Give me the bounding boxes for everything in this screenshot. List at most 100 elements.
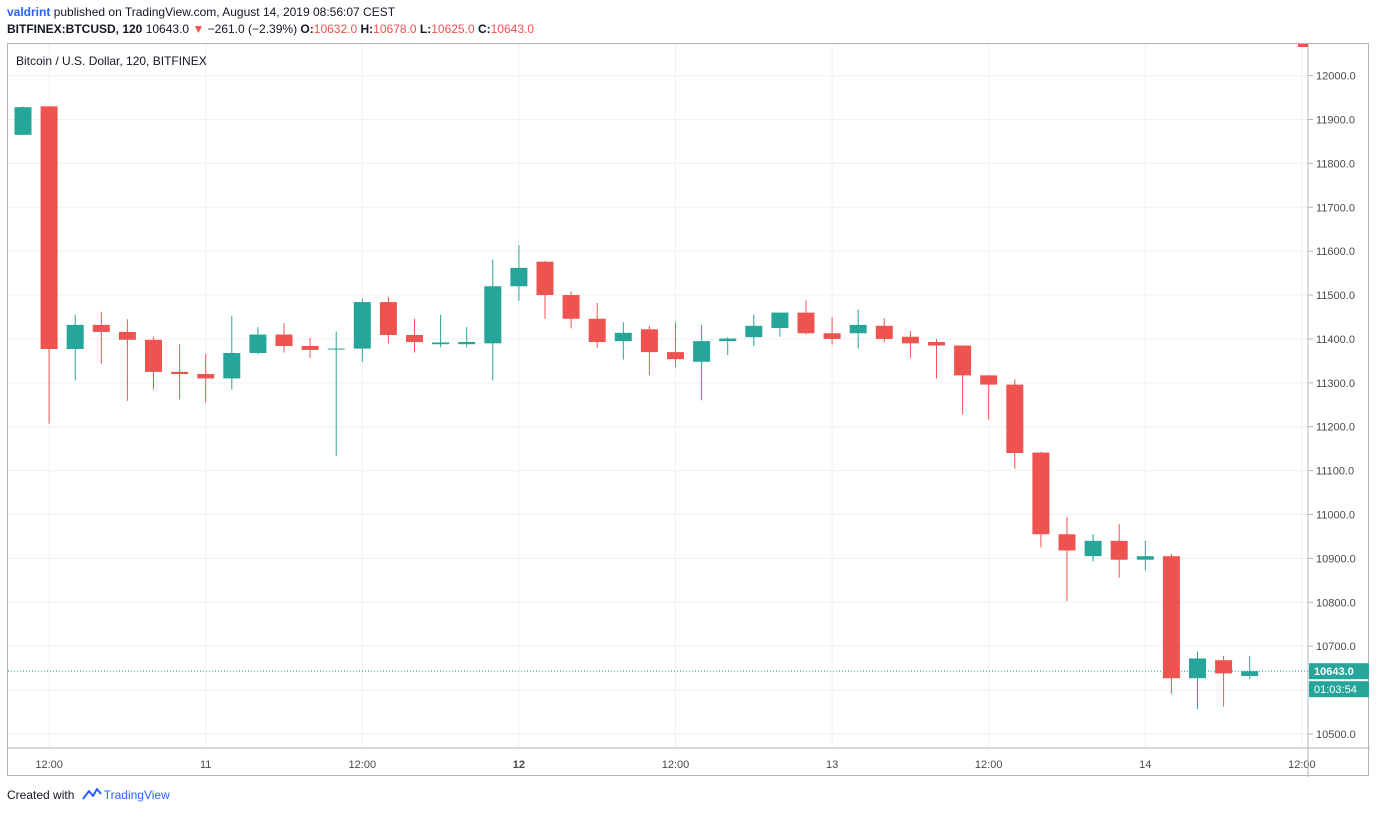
last-price-badge (1309, 663, 1369, 680)
y-tick-label: 11800.0 (1316, 158, 1355, 170)
candle[interactable] (484, 286, 502, 344)
y-tick-label: 10800.0 (1316, 597, 1356, 609)
high-value: 10678.0 (373, 22, 417, 36)
y-tick-label: 11100.0 (1316, 466, 1354, 478)
x-tick-label: 12:00 (35, 759, 63, 771)
candle[interactable] (980, 375, 998, 385)
candle[interactable] (1215, 660, 1233, 674)
candle[interactable] (40, 106, 58, 350)
chart-panel[interactable]: 10500.010600.010700.010800.010900.011000… (7, 43, 1370, 777)
y-tick-label: 11700.0 (1316, 202, 1355, 214)
candle[interactable] (301, 345, 319, 350)
candle[interactable] (928, 342, 945, 346)
candle[interactable] (588, 318, 606, 343)
candle[interactable] (275, 334, 293, 346)
close-value: 10643.0 (490, 22, 535, 36)
y-tick-label: 11000.0 (1316, 510, 1355, 522)
down-arrow-icon: ▼ (192, 22, 205, 36)
x-tick-label: 12:00 (662, 759, 690, 771)
open-value: 10632.0 (313, 22, 358, 36)
candle[interactable] (901, 336, 919, 344)
x-tick-label: 14 (1139, 759, 1151, 771)
high-label: H: (360, 22, 374, 36)
symbol-info-bar: BITFINEX:BTCUSD, 120 10643.0 ▼ −261.0 (−… (7, 22, 534, 36)
candle[interactable] (1084, 540, 1102, 557)
candlestick-chart[interactable]: 10500.010600.010700.010800.010900.011000… (8, 44, 1370, 777)
candle[interactable] (693, 341, 711, 362)
candle[interactable] (432, 342, 450, 345)
candle[interactable] (1189, 658, 1206, 679)
footer: Created with TradingView (7, 788, 170, 803)
candle[interactable] (353, 302, 371, 349)
candle[interactable] (1136, 556, 1154, 560)
publish-info: valdrint published on TradingView.com, A… (7, 5, 395, 19)
y-tick-label: 11500.0 (1316, 290, 1355, 302)
chart-title: Bitcoin / U.S. Dollar, 120, BITFINEX (16, 54, 207, 68)
candle[interactable] (92, 324, 110, 332)
published-text: published on TradingView.com, August 14,… (53, 5, 396, 19)
x-tick-label: 12 (513, 759, 525, 771)
candle[interactable] (640, 329, 658, 353)
x-tick-label: 12:00 (1288, 759, 1316, 771)
price-change: −261.0 (−2.39%) (207, 22, 298, 36)
last-price-badge-label: 10643.0 (1314, 666, 1354, 678)
countdown-label: 01:03:54 (1314, 684, 1357, 696)
candle[interactable] (145, 339, 162, 372)
candle[interactable] (458, 342, 476, 345)
last-price: 10643.0 (145, 22, 190, 36)
candle[interactable] (1162, 556, 1180, 679)
candle[interactable] (14, 107, 32, 135)
candle[interactable] (536, 261, 554, 296)
x-tick-label: 12:00 (349, 759, 377, 771)
candle[interactable] (118, 331, 136, 340)
author-link[interactable]: valdrint (7, 5, 51, 19)
offscreen-price-marker (1298, 44, 1308, 47)
y-tick-label: 10700.0 (1316, 641, 1356, 653)
candle[interactable] (849, 324, 867, 334)
y-tick-label: 11400.0 (1316, 334, 1355, 346)
candle[interactable] (1241, 671, 1259, 677)
open-label: O: (300, 22, 314, 36)
candle[interactable] (510, 267, 528, 287)
countdown-badge (1309, 681, 1369, 698)
y-tick-label: 11200.0 (1316, 422, 1355, 434)
x-tick-label: 11 (200, 759, 211, 771)
x-tick-label: 13 (826, 759, 838, 771)
y-tick-label: 11900.0 (1316, 114, 1355, 126)
tradingview-link[interactable]: TradingView (103, 788, 170, 802)
candle[interactable] (223, 352, 241, 379)
candle[interactable] (1006, 384, 1024, 454)
close-label: C: (477, 22, 491, 36)
x-tick-label: 12:00 (975, 759, 1003, 771)
candle[interactable] (667, 352, 684, 360)
candle[interactable] (197, 374, 215, 379)
candle[interactable] (875, 325, 893, 339)
created-with-text: Created with (7, 788, 75, 802)
y-tick-label: 12000.0 (1316, 71, 1356, 83)
y-tick-label: 11300.0 (1316, 378, 1355, 390)
candle[interactable] (797, 312, 815, 334)
candle[interactable] (66, 324, 84, 350)
low-label: L: (419, 22, 432, 36)
symbol-label: BITFINEX:BTCUSD, 120 (7, 22, 143, 36)
candle[interactable] (379, 302, 397, 335)
candle[interactable] (823, 333, 841, 339)
candle[interactable] (719, 338, 737, 342)
candle[interactable] (1058, 534, 1076, 551)
candle[interactable] (406, 334, 423, 343)
candle[interactable] (171, 371, 189, 375)
candle[interactable] (745, 325, 763, 338)
candle[interactable] (327, 348, 345, 350)
y-tick-label: 11600.0 (1316, 246, 1355, 258)
y-tick-label: 10900.0 (1316, 553, 1356, 565)
candle[interactable] (954, 345, 972, 376)
candle[interactable] (614, 332, 632, 342)
candle[interactable] (1110, 540, 1128, 560)
y-tick-label: 10500.0 (1316, 729, 1356, 741)
tradingview-logo-icon (81, 788, 102, 803)
candle[interactable] (1032, 452, 1050, 535)
candle[interactable] (771, 312, 789, 328)
low-value: 10625.0 (431, 22, 475, 36)
candle[interactable] (562, 295, 580, 319)
candle[interactable] (249, 334, 267, 353)
